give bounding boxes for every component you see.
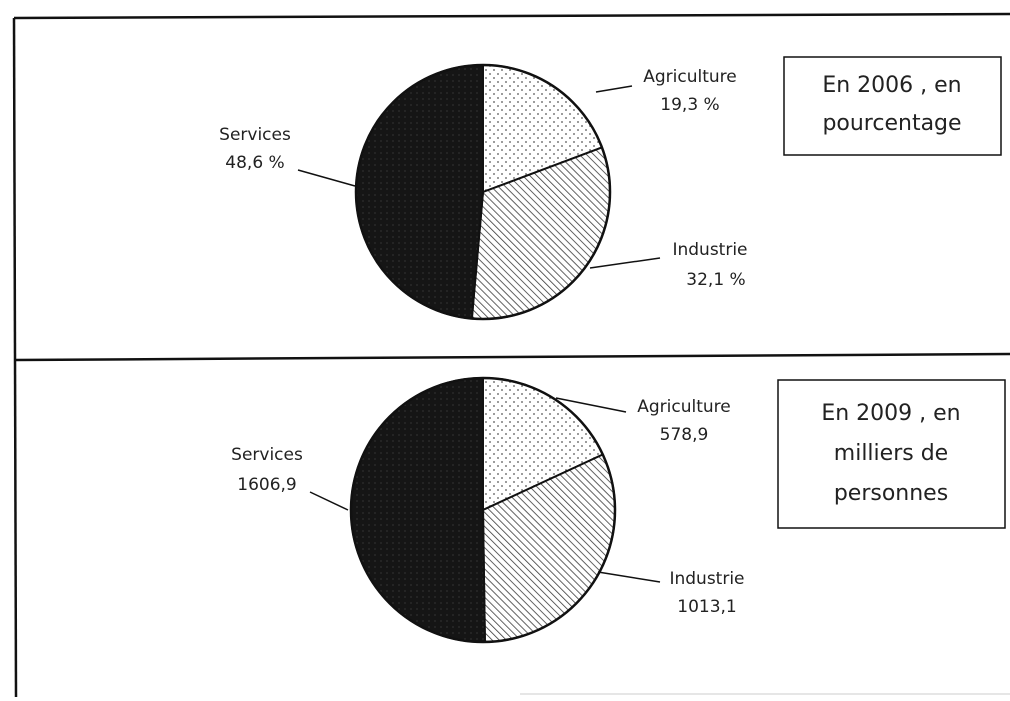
caption-line: milliers de (834, 441, 948, 466)
leader-line-agriculture (595, 85, 633, 93)
slice-label-services: Services (219, 125, 291, 145)
pie-slice-services (355, 63, 484, 320)
slice-label-agriculture: Agriculture (643, 67, 737, 87)
slice-value-industrie: 32,1 % (686, 270, 745, 290)
caption-box (783, 56, 1002, 156)
pie-chart-2009: Agriculture 578,9 Industrie 1013,1 Services 1… (231, 376, 1006, 644)
slice-value-services: 48,6 % (225, 153, 284, 173)
pie-outline (354, 63, 612, 321)
frame-top (13, 12, 1010, 20)
caption-line: personnes (834, 481, 948, 506)
slice-value-industrie: 1013,1 (677, 597, 736, 617)
caption-box (777, 379, 1006, 529)
leader-line-services (297, 169, 356, 187)
caption-line: En 2009 , en (821, 401, 960, 426)
slice-value-agriculture: 578,9 (660, 425, 709, 445)
slice-label-industrie: Industrie (669, 569, 744, 589)
slice-value-agriculture: 19,3 % (660, 95, 719, 115)
pie-chart-2006: Agriculture 19,3 % Industrie 32,1 % Services… (219, 56, 1002, 321)
slice-label-services: Services (231, 445, 303, 465)
pie-outline (349, 376, 617, 644)
leader-line-services (309, 491, 349, 511)
frame-left (12, 17, 18, 698)
frame-divider (14, 352, 1010, 362)
slice-label-agriculture: Agriculture (637, 397, 731, 417)
leader-line-industrie (597, 571, 661, 583)
leader-line-industrie (589, 257, 661, 269)
caption-line: En 2006 , en (822, 73, 961, 98)
slice-label-industrie: Industrie (672, 240, 747, 260)
slice-value-services: 1606,9 (237, 475, 296, 495)
panel-frames (12, 12, 1010, 698)
leader-line-agriculture (555, 397, 627, 413)
pie-slice-services (350, 376, 486, 643)
caption-line: pourcentage (822, 111, 961, 136)
